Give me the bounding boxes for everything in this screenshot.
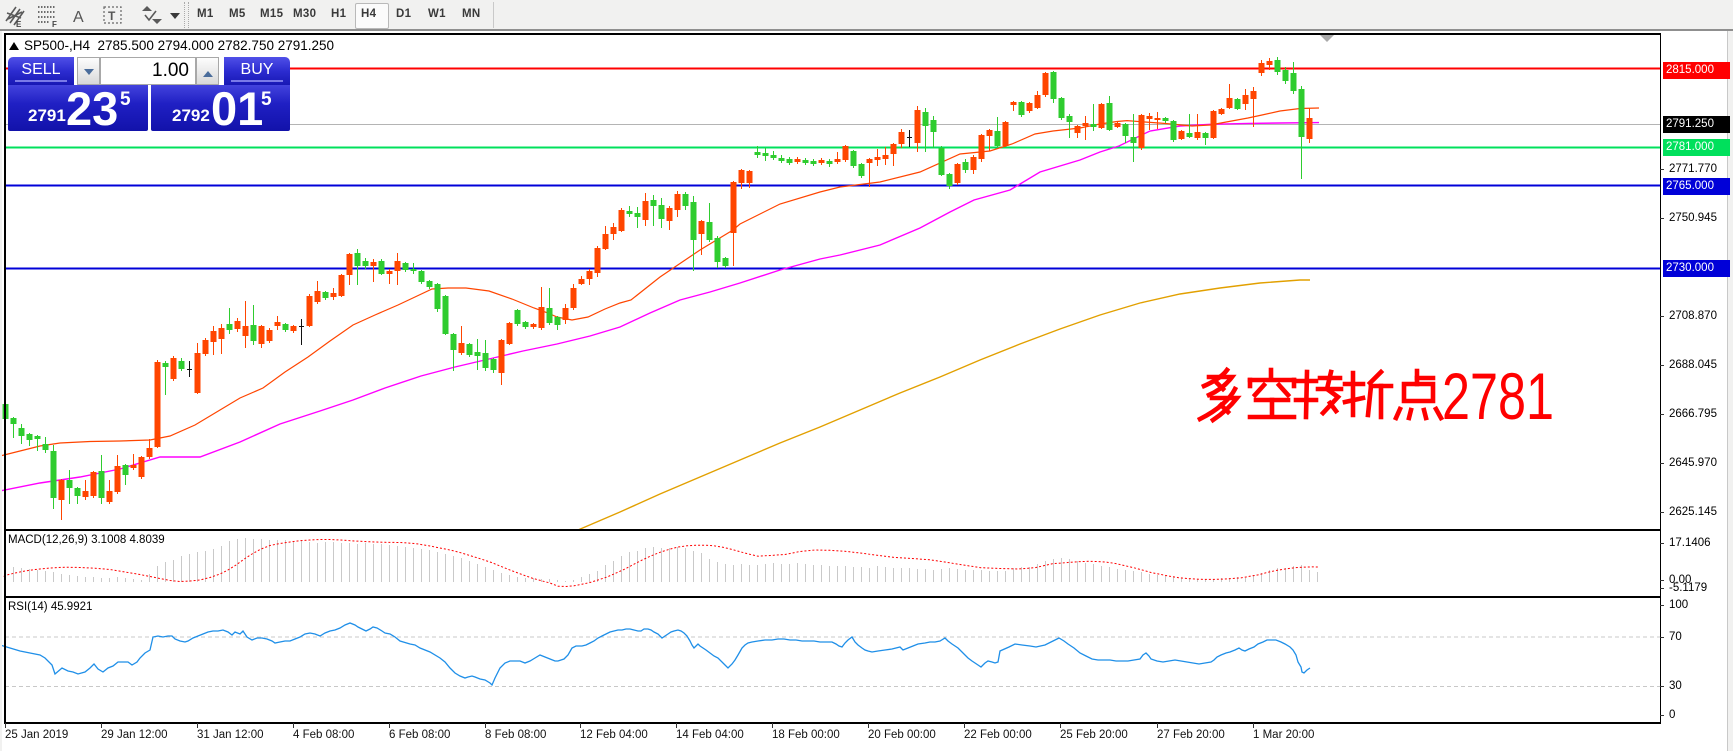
- svg-text:E: E: [16, 20, 22, 28]
- svg-text:A: A: [73, 9, 84, 26]
- svg-text:F: F: [52, 20, 57, 28]
- svg-text:T: T: [108, 9, 116, 23]
- svg-text:2781: 2781: [1442, 359, 1554, 433]
